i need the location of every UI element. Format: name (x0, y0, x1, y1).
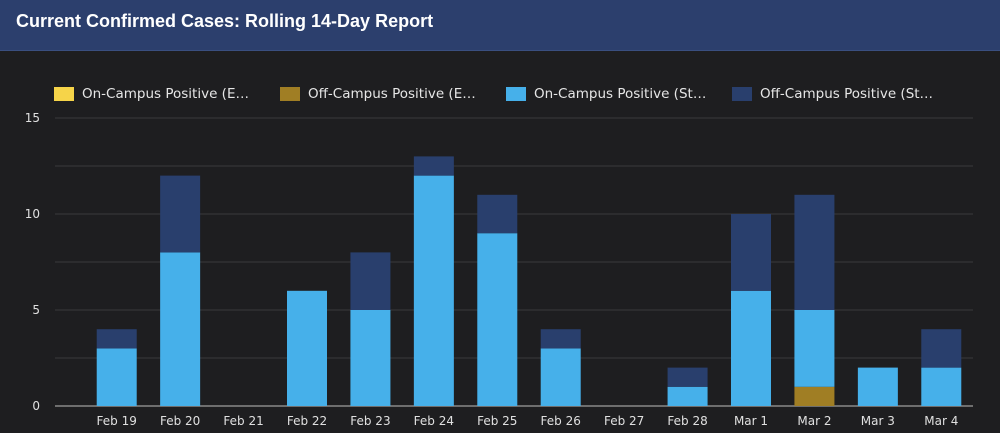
bar-segment (667, 367, 708, 387)
x-tick-label: Feb 25 (477, 414, 517, 428)
y-tick-label: 15 (25, 111, 40, 125)
legend-item[interactable]: Off-Campus Positive (St… (732, 86, 958, 102)
x-tick-label: Feb 19 (97, 414, 137, 428)
bar-segment (921, 329, 962, 368)
x-tick-label: Mar 1 (734, 414, 768, 428)
bar-segment (350, 310, 391, 406)
bar-segment (921, 367, 962, 406)
x-tick-label: Mar 3 (861, 414, 895, 428)
x-tick-label: Feb 24 (414, 414, 454, 428)
legend-item[interactable]: Off-Campus Positive (E… (280, 86, 506, 102)
legend-label: On-Campus Positive (E… (82, 86, 249, 102)
bar-segment (160, 175, 201, 253)
x-tick-label: Mar 4 (924, 414, 958, 428)
y-tick-label: 0 (32, 399, 40, 413)
bar-segment (540, 348, 581, 406)
bar-segment (794, 310, 835, 387)
legend-label: On-Campus Positive (St… (534, 86, 707, 102)
legend-label: Off-Campus Positive (E… (308, 86, 476, 102)
y-tick-label: 10 (25, 207, 40, 221)
x-tick-label: Feb 20 (160, 414, 200, 428)
legend-item[interactable]: On-Campus Positive (E… (54, 86, 280, 102)
y-tick-label: 5 (32, 303, 40, 317)
bar-segment (794, 194, 835, 310)
report-title: Current Confirmed Cases: Rolling 14-Day … (16, 11, 434, 31)
bar-segment (96, 348, 137, 406)
x-tick-label: Feb 27 (604, 414, 644, 428)
bar-segment (731, 290, 771, 406)
legend-swatch (280, 87, 300, 101)
bar-segment (857, 367, 898, 406)
report-header: Current Confirmed Cases: Rolling 14-Day … (0, 0, 1000, 51)
chart-legend: On-Campus Positive (E… Off-Campus Positiv… (54, 86, 958, 102)
legend-swatch (732, 87, 752, 101)
legend-label: Off-Campus Positive (St… (760, 86, 934, 102)
bar-segment (667, 386, 708, 406)
bar-segment (413, 175, 454, 406)
x-tick-label: Feb 23 (350, 414, 390, 428)
x-tick-label: Feb 22 (287, 414, 327, 428)
legend-swatch (506, 87, 526, 101)
x-tick-label: Feb 28 (667, 414, 707, 428)
legend-swatch (54, 87, 74, 101)
x-tick-label: Feb 26 (541, 414, 581, 428)
legend-item[interactable]: On-Campus Positive (St… (506, 86, 732, 102)
bar-segment (287, 290, 327, 406)
bar-segment (477, 233, 518, 406)
bar-segment (350, 252, 391, 310)
bar-segment (413, 156, 454, 176)
bar-segment (540, 329, 581, 349)
bar-segment (794, 386, 835, 406)
x-tick-label: Mar 2 (797, 414, 831, 428)
bar-segment (96, 329, 137, 349)
bar-segment (160, 252, 201, 406)
bar-segment (477, 194, 518, 234)
bar-segment (731, 214, 771, 291)
x-tick-label: Feb 21 (223, 414, 263, 428)
